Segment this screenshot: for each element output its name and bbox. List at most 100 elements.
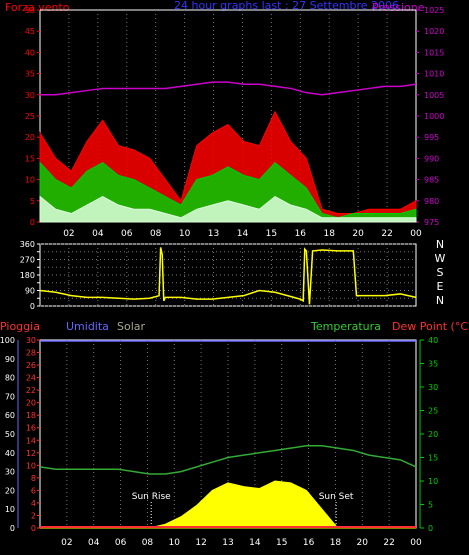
y-tick-label: 35 [25,70,35,79]
x-tick-label: 18 [324,229,336,239]
y2-tick-label: 975 [424,218,439,227]
x-tick-label: 08 [142,538,154,548]
y-tick-label: 15 [25,154,35,163]
wind-pressure-series [39,81,417,223]
humidity-tick-label: 0 [10,524,15,533]
y2-tick-label: 1020 [424,27,444,36]
temp-tick-label: 0 [428,524,433,533]
x-tick-label: 14 [237,229,249,239]
temp-tick-label: 20 [428,430,438,439]
temp-tick-label: 25 [428,407,438,416]
x-tick-label: 22 [383,538,394,548]
pressure-label: Pressione [372,1,425,14]
solar-area [40,480,416,529]
y2-tick-label: 1005 [424,91,444,100]
x-tick-label: 20 [352,229,364,239]
humidity-label: Umidita [66,320,109,333]
humidity-tick-label: 90 [5,355,15,364]
x-tick-label: 14 [249,538,261,548]
wind-force-label: Forza vento [5,1,70,14]
humidity-tick-label: 20 [5,486,15,495]
rain-tick-label: 30 [26,336,36,345]
humidity-tick-label: 30 [5,468,15,477]
y-tick-label: 180 [20,271,35,280]
compass-letter: N [436,238,444,251]
humidity-tick-label: 50 [5,430,15,439]
x-tick-label: 20 [357,538,369,548]
x-tick-label: 13 [208,229,219,239]
temperature-label: Temperatura [310,320,381,333]
y-tick-label: 45 [25,27,35,36]
y-tick-label: 5 [30,197,35,206]
temp-tick-label: 15 [428,454,438,463]
temp-tick-label: 40 [428,336,438,345]
humidity-y-axis: 0 10 20 30 40 50 60 70 80 90 100 [0,336,15,533]
y-tick-label: 30 [25,91,35,100]
rain-tick-label: 12 [26,449,36,458]
y-tick-label: 90 [25,287,35,296]
temp-tick-label: 35 [428,360,438,369]
x-tick-label: 04 [92,229,104,239]
humidity-tick-label: 10 [5,505,15,514]
rain-tick-label: 10 [26,461,36,470]
rain-tick-label: 6 [31,486,36,495]
x-tick-label: 16 [303,538,315,548]
x-tick-label: 15 [266,229,277,239]
rain-tick-label: 4 [31,499,36,508]
y2-tick-label: 985 [424,176,439,185]
y2-tick-label: 1000 [424,112,444,121]
humidity-tick-label: 80 [5,374,15,383]
solar-label: Solar [117,320,146,333]
annotation-label: Sun Rise [132,492,171,502]
series-pressure-line [40,81,417,96]
compass-letter: W [435,252,446,265]
temperature-y-axis: 0 5 10 15 20 25 30 35 40 [420,336,438,533]
wind-direction-series [39,247,417,305]
y2-tick-label: 995 [424,133,439,142]
y-tick-label: 25 [25,112,35,121]
compass-letter: N [436,294,444,307]
temp-tick-label: 10 [428,477,438,486]
sun-annotations: Sun Rise Sun Set [132,492,354,525]
chart-title: 24 hour graphs last : 27 Settembre 2006 [174,0,399,12]
compass-letter: S [437,266,444,279]
annotation-label: Sun Set [319,492,354,502]
rain-tick-label: 8 [31,474,36,483]
y-tick-label: 50 [25,6,35,15]
humidity-tick-label: 100 [0,336,15,345]
dewpoint-label: Dew Point (°C) [392,320,469,333]
wind-y-axis: 0 5 10 15 20 25 30 35 40 45 50 [25,6,40,227]
humidity-tick-label: 60 [5,411,15,420]
y2-tick-label: 1025 [424,6,444,15]
x-tick-label: 18 [330,538,342,548]
y2-tick-label: 990 [424,154,439,163]
rain-tick-label: 18 [26,411,36,420]
x-tick-label: 10 [169,538,181,548]
rain-tick-label: 22 [26,386,36,395]
rain-tick-label: 26 [26,361,36,370]
y2-tick-label: 1010 [424,70,444,79]
series-minima-area [39,195,417,223]
wind-x-axis: 02 04 06 08 10 13 14 15 16 18 20 22 00 [63,229,422,239]
lower-x-axis: 02 04 06 08 10 12 13 14 15 16 18 20 22 00 [61,538,422,548]
temp-tick-label: 30 [428,383,438,392]
x-tick-label: 15 [276,538,287,548]
y-tick-label: 40 [25,48,35,57]
lower-series-lines [39,340,417,528]
y-tick-label: 20 [25,133,35,142]
x-tick-label: 02 [63,229,74,239]
y2-tick-label: 980 [424,197,439,206]
compass-letter: E [437,280,444,293]
x-tick-label: 08 [150,229,162,239]
y2-tick-label: 1015 [424,48,444,57]
rain-tick-label: 0 [31,524,36,533]
y-tick-label: 270 [20,256,35,265]
series-solar-area [40,480,416,529]
rain-tick-label: 16 [26,424,36,433]
